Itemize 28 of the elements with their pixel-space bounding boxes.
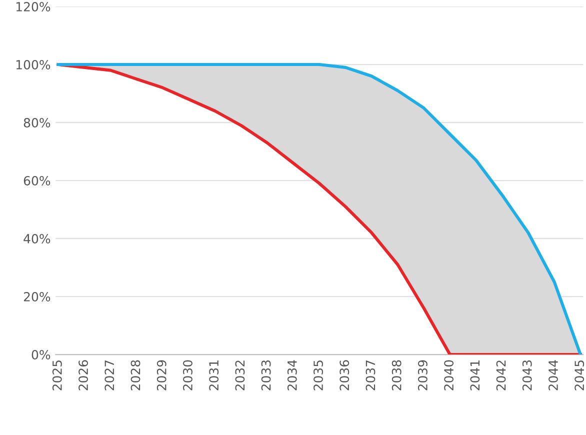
y-tick-label: 20% <box>24 292 50 302</box>
x-tick-label: 2029 <box>156 360 166 390</box>
x-tick-label: 2042 <box>496 360 506 390</box>
y-tick-label: 40% <box>24 234 50 244</box>
x-tick-label: 2034 <box>287 360 297 390</box>
x-tick-label: 2037 <box>366 360 376 390</box>
x-tick-label: 2028 <box>130 360 140 390</box>
x-tick-label: 2039 <box>418 360 428 390</box>
x-tick-label: 2030 <box>182 360 192 390</box>
x-tick-label: 2043 <box>522 360 532 390</box>
y-tick-label: 100% <box>16 60 50 70</box>
x-tick-label: 2026 <box>78 360 88 390</box>
y-tick-label: 120% <box>16 2 50 12</box>
x-tick-label: 2025 <box>52 360 62 390</box>
x-tick-label: 2033 <box>261 360 271 390</box>
x-tick-label: 2036 <box>340 360 350 390</box>
x-tick-label: 2035 <box>314 360 323 390</box>
x-tick-label: 2032 <box>235 360 245 390</box>
y-tick-label: 60% <box>24 176 50 186</box>
x-tick-label: 2031 <box>209 360 219 390</box>
x-tick-label: 2040 <box>444 360 454 390</box>
y-tick-label: 80% <box>24 118 50 128</box>
x-tick-label: 2027 <box>104 360 114 390</box>
x-tick-label: 2045 <box>574 360 584 390</box>
x-tick-label: 2038 <box>392 360 402 390</box>
x-tick-label: 2041 <box>470 360 480 390</box>
x-tick-label: 2044 <box>548 360 558 390</box>
y-tick-label: 0% <box>32 350 50 360</box>
